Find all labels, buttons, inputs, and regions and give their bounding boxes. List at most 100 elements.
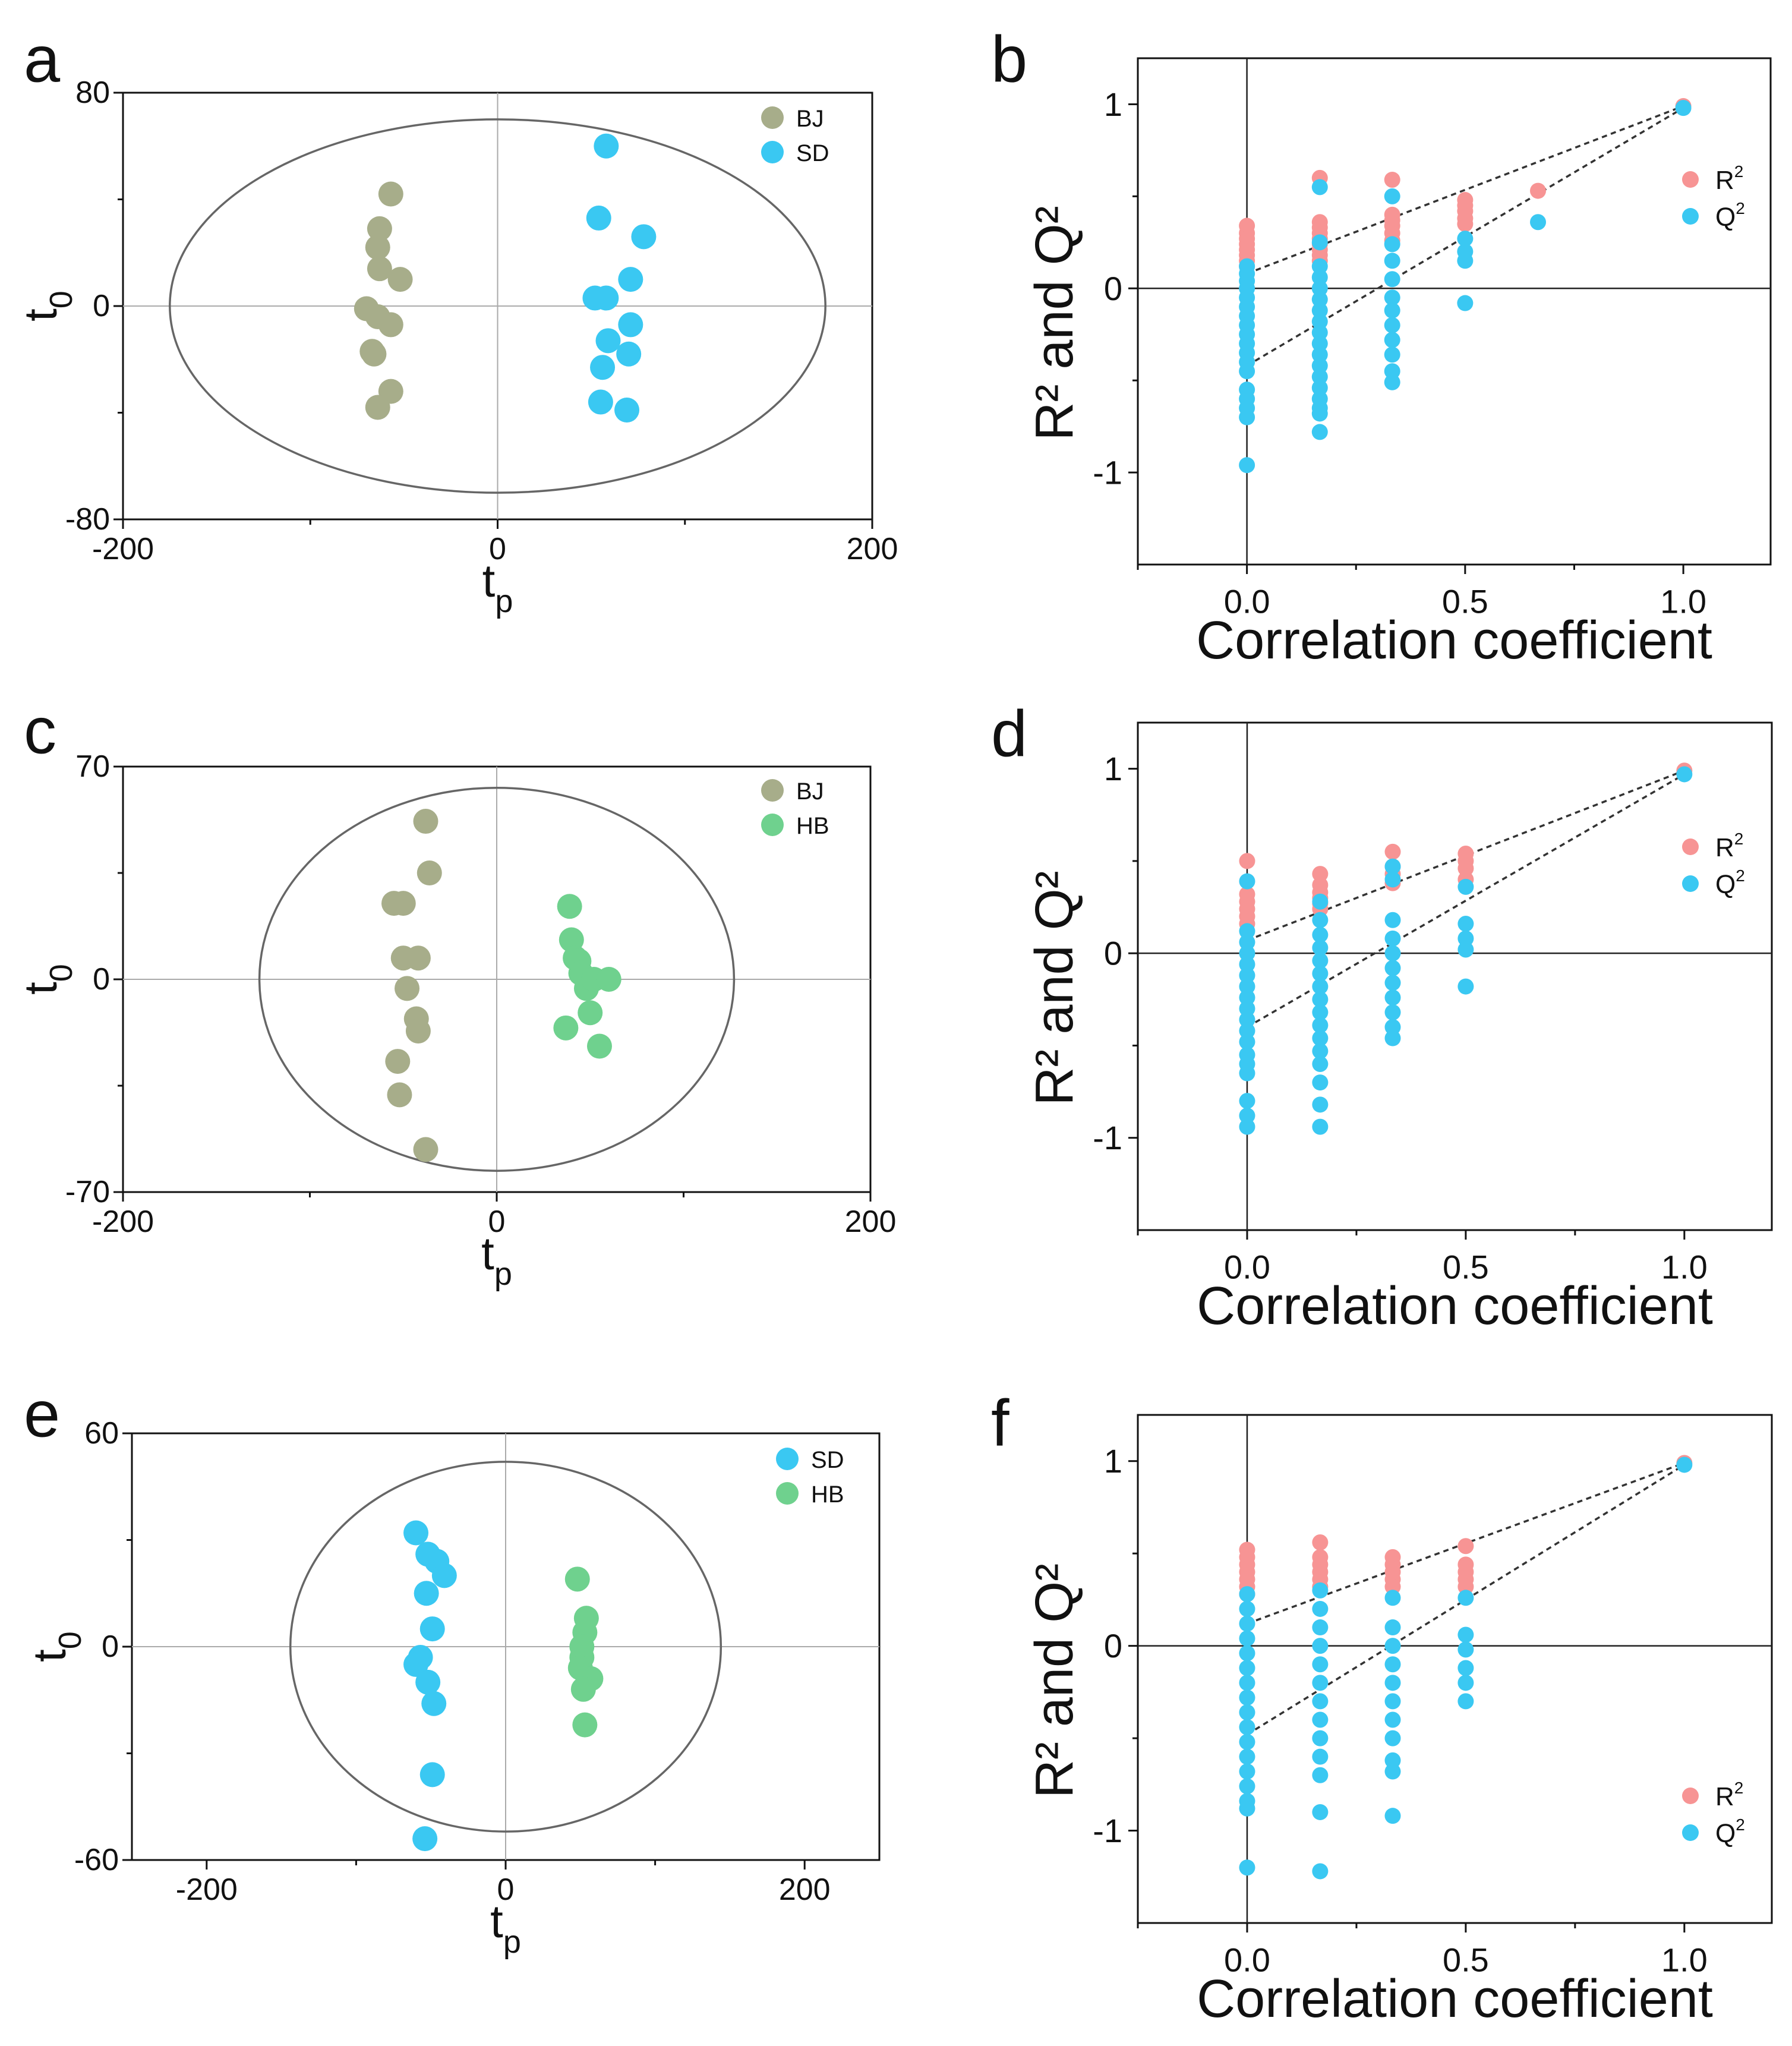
data-point [1239,1660,1255,1676]
data-point [1384,1730,1401,1746]
legend-label: R2 [1715,162,1743,195]
data-point [1312,965,1329,982]
data-point [572,1712,598,1738]
data-point [1311,335,1328,352]
data-point [1239,978,1255,995]
x-tick-label: 200 [779,1872,831,1907]
data-point [1312,1767,1329,1783]
data-point [586,205,611,231]
data-point [1457,253,1474,269]
data-point [1457,878,1474,895]
series-sd [403,1520,457,1852]
data-point [1457,1641,1474,1658]
data-point [1457,1590,1474,1606]
confidence-ellipse [169,118,826,494]
data-point [1384,289,1400,306]
legend-label-main: R [1715,166,1734,195]
data-point [1239,1704,1255,1721]
data-point [1384,1619,1401,1636]
plot-frame [1137,57,1772,566]
data-point [1239,363,1255,380]
data-point [1311,357,1328,374]
data-point [1384,1675,1401,1691]
data-point [1239,1065,1255,1082]
x-tick-label: 0 [488,1205,506,1239]
y-tick-label: -1 [1093,1119,1122,1156]
data-point [1311,269,1328,286]
y-axis-label-main: t [14,308,67,321]
x-axis-label: tp [482,554,513,619]
data-point [395,976,420,1001]
data-point [1239,1859,1255,1876]
data-point [1311,313,1328,330]
legend-label-superscript: 2 [1736,199,1745,217]
data-point [1239,1586,1255,1603]
plot-frame [1137,1414,1773,1924]
data-point [1676,1457,1693,1473]
data-point [1676,766,1693,783]
data-point [1239,1000,1255,1017]
data-point [1312,1534,1329,1551]
data-point [387,267,413,292]
panel-label: d [991,698,1027,771]
data-point [1384,843,1401,860]
x-tick-label: 0 [489,532,506,566]
x-tick-label: 1.0 [1661,1249,1708,1286]
legend-marker [1682,208,1699,225]
data-point [1312,912,1329,928]
data-point [390,891,416,916]
data-point [403,1651,429,1677]
data-point [1384,1578,1401,1595]
series-hb [553,894,621,1059]
data-point [1311,302,1328,319]
data-point [1311,179,1328,196]
data-point [421,1691,447,1716]
data-point [1457,941,1474,958]
data-point [586,1033,612,1059]
y-axis-label-subscript: 0 [43,291,79,308]
data-point [1239,1719,1255,1735]
series-r2 [1239,1455,1693,1603]
data-point [1457,1538,1474,1555]
data-point [1312,978,1329,995]
data-point [1239,956,1255,973]
y-axis-label-subscript: 0 [52,1631,88,1649]
legend-label: HB [811,1481,844,1508]
data-point [1312,1600,1329,1617]
data-point [1239,873,1255,890]
data-point [1239,457,1255,474]
data-point [557,894,582,919]
series-sd [582,133,657,423]
data-point [1457,1675,1474,1691]
data-point [1384,253,1400,269]
data-point [1312,1582,1329,1599]
data-point [1311,380,1328,396]
data-point [1384,912,1401,928]
data-point [1384,317,1400,333]
y-axis-label-subscript: 0 [43,964,79,982]
series-q2 [1239,100,1692,474]
data-point [1312,1030,1329,1046]
data-point [365,395,390,420]
data-point [1384,975,1401,991]
data-point [1312,1017,1329,1033]
data-point [1457,1693,1474,1710]
data-point [387,1082,412,1108]
data-point [1312,1056,1329,1073]
data-point [1311,346,1328,363]
panel-label: c [24,695,56,768]
x-tick-label: -200 [92,532,154,566]
data-point [1530,214,1547,231]
legend-label-superscript: 2 [1734,1779,1744,1797]
data-point [419,1616,445,1642]
legend-label: Q2 [1715,866,1745,899]
data-point [1384,1763,1401,1780]
y-tick-label: 1 [1104,86,1122,123]
y-tick-label: 60 [84,1416,119,1451]
y-tick-label: -1 [1093,454,1122,491]
x-axis-label-subscript: p [494,1256,512,1292]
data-point [1384,1638,1401,1654]
y-tick-label: 70 [75,749,110,784]
data-point [1384,1656,1401,1673]
data-point [1312,1693,1329,1710]
